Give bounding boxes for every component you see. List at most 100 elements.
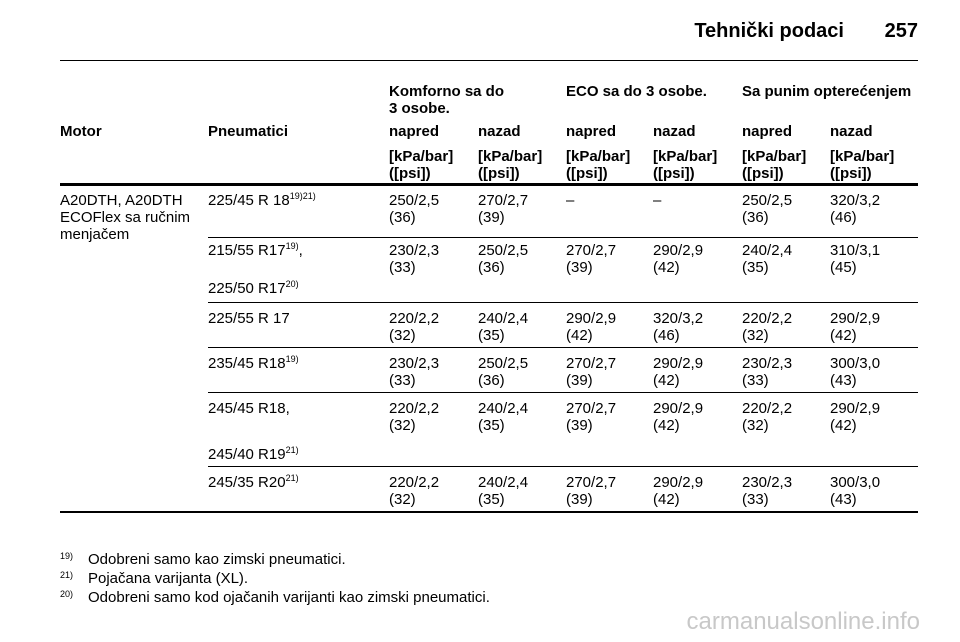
pressure-value: 230/2,3: [389, 355, 440, 372]
pressure-value: (42): [653, 417, 680, 434]
tire-size: 225/55 R 17: [208, 310, 290, 327]
column-header: napred: [389, 123, 440, 140]
pressure-value: 220/2,2: [389, 400, 440, 417]
tire-size: 225/45 R 1819)21): [208, 192, 316, 210]
footnote-ref: 21): [285, 473, 299, 483]
pressure-value: 220/2,2: [742, 310, 793, 327]
footnote-text: Odobreni samo kod ojačanih varijanti kao…: [88, 589, 490, 606]
rule-line: [60, 60, 918, 61]
unit-label: ([psi]): [742, 165, 784, 182]
pressure-value: 270/2,7: [566, 400, 617, 417]
pressure-value: 220/2,2: [389, 310, 440, 327]
pressure-value: (42): [653, 259, 680, 276]
pressure-value: (42): [830, 417, 857, 434]
tire-text: 215/55 R17: [208, 242, 286, 259]
pressure-value: 220/2,2: [389, 474, 440, 491]
pressure-value: 300/3,0: [830, 355, 881, 372]
pressure-value: 290/2,9: [653, 242, 704, 259]
pressure-value: 320/3,2: [653, 310, 704, 327]
pressure-value: (33): [389, 259, 416, 276]
pressure-value: (35): [742, 259, 769, 276]
group-header: Komforno sa do 3 osobe.: [389, 83, 504, 117]
footnote-ref: 21): [285, 445, 299, 455]
pressure-value: (45): [830, 259, 857, 276]
pressure-value: (42): [566, 327, 593, 344]
pressure-value: (42): [653, 372, 680, 389]
footnote-ref: 20): [285, 279, 299, 289]
tire-text: 225/45 R 18: [208, 192, 290, 209]
unit-label: [kPa/bar]: [389, 148, 454, 165]
pressure-value: (36): [389, 209, 416, 226]
footnote-ref: 19): [285, 354, 299, 364]
pressure-value: (35): [478, 491, 505, 508]
pressure-value: 240/2,4: [478, 310, 529, 327]
tire-text: 245/40 R19: [208, 446, 286, 463]
tire-size: 215/55 R1719),: [208, 241, 303, 260]
pressure-value: 320/3,2: [830, 192, 881, 209]
header-title: Tehnički podaci: [694, 20, 844, 42]
pressure-value: (39): [566, 417, 593, 434]
rule-line: [208, 392, 918, 393]
pressure-value: 270/2,7: [566, 474, 617, 491]
footnote-text: Odobreni samo kao zimski pneumatici.: [88, 551, 346, 568]
unit-label: ([psi]): [389, 165, 431, 182]
unit-label: ([psi]): [478, 165, 520, 182]
pressure-value: 290/2,9: [653, 355, 704, 372]
tire-text: 225/50 R17: [208, 280, 286, 297]
column-header: napred: [566, 123, 617, 140]
pressure-value: (36): [478, 259, 505, 276]
pressure-value: (42): [830, 327, 857, 344]
pressure-value: 250/2,5: [389, 192, 440, 209]
tire-size: 225/50 R1720): [208, 279, 299, 298]
pressure-value: (32): [742, 327, 769, 344]
pressure-value: (32): [389, 491, 416, 508]
pressure-value: (46): [653, 327, 680, 344]
unit-label: ([psi]): [653, 165, 695, 182]
pressure-value: (32): [742, 417, 769, 434]
rule-line: [208, 466, 918, 467]
column-header: nazad: [478, 123, 521, 140]
pressure-value: 300/3,0: [830, 474, 881, 491]
tire-text: 225/55 R 17: [208, 310, 290, 327]
unit-label: [kPa/bar]: [653, 148, 718, 165]
pressure-value: (39): [566, 491, 593, 508]
page-number: 257: [884, 20, 918, 42]
footnote-ref: 19): [285, 241, 299, 251]
column-header: Motor: [60, 123, 102, 140]
tire-size: 235/45 R1819): [208, 354, 299, 373]
pressure-value: –: [653, 192, 662, 209]
pressure-value: (35): [478, 417, 505, 434]
column-header: napred: [742, 123, 793, 140]
pressure-value: (33): [389, 372, 416, 389]
group-header: Sa punim opterećenjem: [742, 83, 912, 100]
pressure-value: (33): [742, 491, 769, 508]
pressure-value: 250/2,5: [742, 192, 793, 209]
pressure-value: 290/2,9: [566, 310, 617, 327]
rule-line: [208, 302, 918, 303]
watermark: carmanualsonline.info: [686, 608, 920, 635]
motor-cell: A20DTH, A20DTH ECOFlex sa ručnim menjače…: [60, 192, 191, 243]
unit-label: [kPa/bar]: [742, 148, 807, 165]
tire-size: 245/45 R18,: [208, 400, 290, 417]
pressure-value: (46): [830, 209, 857, 226]
unit-label: [kPa/bar]: [566, 148, 631, 165]
pressure-value: (33): [742, 372, 769, 389]
tire-text: 245/35 R20: [208, 474, 286, 491]
pressure-value: 290/2,9: [830, 310, 881, 327]
pressure-value: (39): [566, 259, 593, 276]
pressure-value: (36): [478, 372, 505, 389]
pressure-value: (36): [742, 209, 769, 226]
unit-label: [kPa/bar]: [478, 148, 543, 165]
pressure-value: 230/2,3: [742, 355, 793, 372]
rule-line: [208, 237, 918, 238]
unit-label: [kPa/bar]: [830, 148, 895, 165]
rule-line: [60, 183, 918, 186]
pressure-value: (39): [478, 209, 505, 226]
pressure-value: 240/2,4: [478, 474, 529, 491]
unit-label: ([psi]): [566, 165, 608, 182]
tire-suffix: ,: [298, 242, 303, 259]
column-header: nazad: [653, 123, 696, 140]
pressure-value: 270/2,7: [478, 192, 529, 209]
pressure-value: (39): [566, 372, 593, 389]
pressure-value: (43): [830, 491, 857, 508]
